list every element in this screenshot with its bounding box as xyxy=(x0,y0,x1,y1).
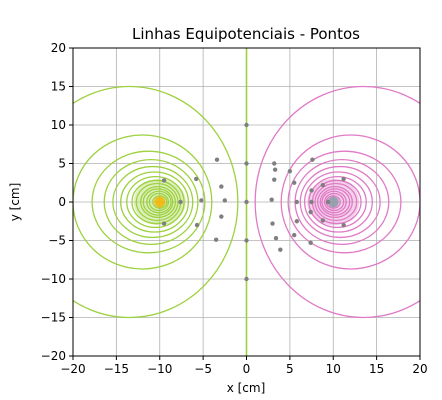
x-tick-label: 20 xyxy=(412,362,427,376)
x-tick-label: −20 xyxy=(60,362,85,376)
right-equipotential xyxy=(314,182,358,222)
data-point xyxy=(294,199,300,205)
data-point xyxy=(244,122,249,128)
x-axis-ticks: −20 −15 −10 −5 0 5 10 15 20 xyxy=(60,356,428,376)
data-point xyxy=(292,232,297,238)
data-point xyxy=(272,167,278,172)
left-charge-marker xyxy=(154,196,166,208)
data-point xyxy=(214,157,220,162)
data-point xyxy=(310,157,315,162)
data-point xyxy=(325,199,331,205)
data-point xyxy=(292,180,297,185)
data-point xyxy=(273,235,279,241)
data-point xyxy=(309,188,314,193)
data-point xyxy=(287,169,293,174)
data-point xyxy=(341,176,346,182)
x-tick-label: −10 xyxy=(147,362,172,376)
left-equipotential xyxy=(103,158,199,245)
data-point xyxy=(270,221,275,226)
data-point xyxy=(308,209,313,215)
y-tick-label: 10 xyxy=(51,118,66,132)
x-tick-label: 15 xyxy=(369,362,384,376)
y-tick-label: −5 xyxy=(48,234,66,248)
left-equipotential xyxy=(152,195,168,209)
right-equipotential xyxy=(323,192,345,212)
data-point xyxy=(199,198,204,203)
left-equipotential xyxy=(135,182,179,222)
left-equipotential xyxy=(73,134,213,270)
measurement-points xyxy=(161,122,346,282)
data-point xyxy=(222,198,228,203)
data-point xyxy=(194,222,200,228)
right-equipotential xyxy=(316,185,353,219)
data-point xyxy=(320,182,326,188)
left-equipotential xyxy=(142,188,174,216)
right-equipotential xyxy=(308,175,367,229)
left-equipotential xyxy=(146,190,172,214)
right-equipotential xyxy=(287,150,402,254)
x-tick-label: −15 xyxy=(104,362,129,376)
data-point xyxy=(294,219,300,224)
left-equipotential xyxy=(73,85,239,319)
x-tick-label: 5 xyxy=(286,362,294,376)
left-equipotential xyxy=(126,175,185,229)
data-point xyxy=(161,178,167,183)
y-tick-label: −15 xyxy=(41,311,66,325)
data-point xyxy=(272,177,277,182)
data-point xyxy=(219,184,224,189)
data-point xyxy=(309,199,314,205)
y-tick-label: 15 xyxy=(51,80,66,94)
left-equipotential xyxy=(148,192,170,212)
data-point xyxy=(178,199,183,205)
right-equipotential xyxy=(303,171,373,233)
y-axis-label: y [cm] xyxy=(8,183,22,222)
data-point xyxy=(244,276,249,282)
data-point xyxy=(278,247,283,252)
y-tick-label: −10 xyxy=(41,272,66,286)
data-point xyxy=(269,197,274,202)
equipotential-lines xyxy=(73,48,420,356)
right-equipotential xyxy=(299,165,381,239)
x-tick-label: 0 xyxy=(243,362,251,376)
data-point xyxy=(213,237,219,242)
chart-title: Linhas Equipotenciais - Pontos xyxy=(132,25,360,43)
x-axis-label: x [cm] xyxy=(227,381,266,395)
data-point xyxy=(161,221,167,226)
right-equipotential xyxy=(321,190,347,214)
left-equipotential xyxy=(140,185,177,219)
data-point xyxy=(320,218,326,223)
left-equipotential xyxy=(112,165,194,239)
data-point xyxy=(219,214,224,219)
data-point xyxy=(244,238,249,243)
data-point xyxy=(272,161,277,166)
right-equipotential xyxy=(254,85,420,319)
y-tick-label: 5 xyxy=(58,157,66,171)
right-equipotential xyxy=(319,188,351,216)
data-point xyxy=(193,176,199,182)
x-tick-label: 10 xyxy=(326,362,341,376)
left-equipotential xyxy=(91,150,206,254)
y-tick-label: 0 xyxy=(58,195,66,209)
right-equipotential xyxy=(280,134,420,270)
right-charge-marker xyxy=(327,196,339,208)
data-point xyxy=(244,161,249,166)
y-tick-label: −20 xyxy=(41,349,66,363)
x-tick-label: −5 xyxy=(194,362,212,376)
y-tick-label: 20 xyxy=(51,41,66,55)
data-point xyxy=(341,222,346,228)
left-equipotential xyxy=(120,171,190,233)
data-point xyxy=(244,199,249,205)
data-point xyxy=(308,240,313,246)
y-axis-ticks: −20 −15 −10 −5 0 5 10 15 20 xyxy=(41,41,73,363)
